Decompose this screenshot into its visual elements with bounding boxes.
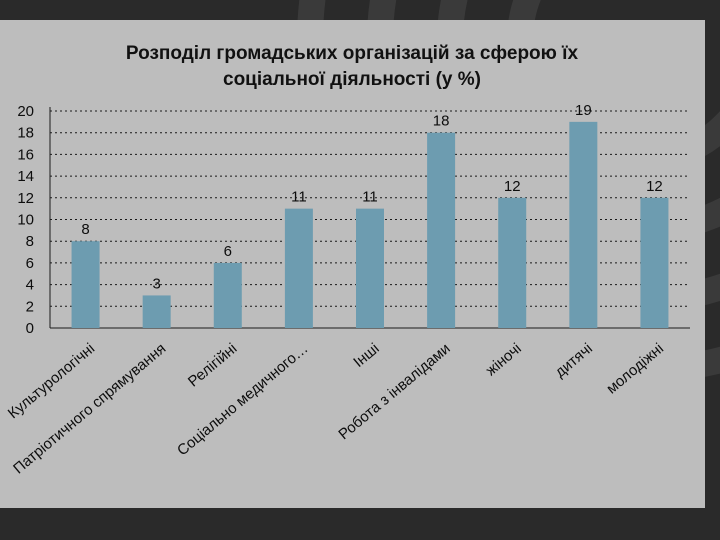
bar — [427, 132, 456, 328]
data-label: 19 — [575, 102, 592, 119]
y-tick-label: 4 — [26, 277, 34, 294]
y-tick-label: 10 — [17, 212, 34, 229]
y-tick-label: 20 — [17, 103, 34, 120]
y-tick-label: 2 — [26, 298, 34, 315]
bar — [569, 121, 598, 328]
bar — [71, 241, 100, 328]
data-label: 8 — [81, 221, 89, 238]
y-tick-label: 6 — [26, 255, 34, 272]
bar — [284, 208, 313, 328]
y-tick-label: 12 — [17, 190, 34, 207]
data-label: 3 — [152, 275, 160, 292]
bar — [356, 208, 384, 328]
data-label: 6 — [224, 243, 232, 260]
y-tick-label: 16 — [17, 146, 34, 163]
bar — [142, 295, 171, 328]
data-label: 11 — [291, 189, 307, 206]
y-tick-label: 14 — [17, 168, 34, 185]
bar — [640, 197, 669, 328]
chart-title-line-2: соціальної діяльності (у %) — [223, 69, 481, 90]
data-label: 12 — [504, 178, 521, 195]
data-label: 11 — [362, 189, 378, 206]
y-tick-label: 0 — [26, 320, 34, 337]
y-tick-label: 18 — [17, 125, 34, 142]
y-tick-label: 8 — [26, 233, 34, 250]
chart-title-line-1: Розподіл громадських організацій за сфер… — [126, 43, 579, 64]
bar — [498, 197, 527, 328]
data-label: 18 — [433, 113, 450, 130]
bar — [213, 262, 242, 328]
data-label: 12 — [646, 178, 663, 195]
